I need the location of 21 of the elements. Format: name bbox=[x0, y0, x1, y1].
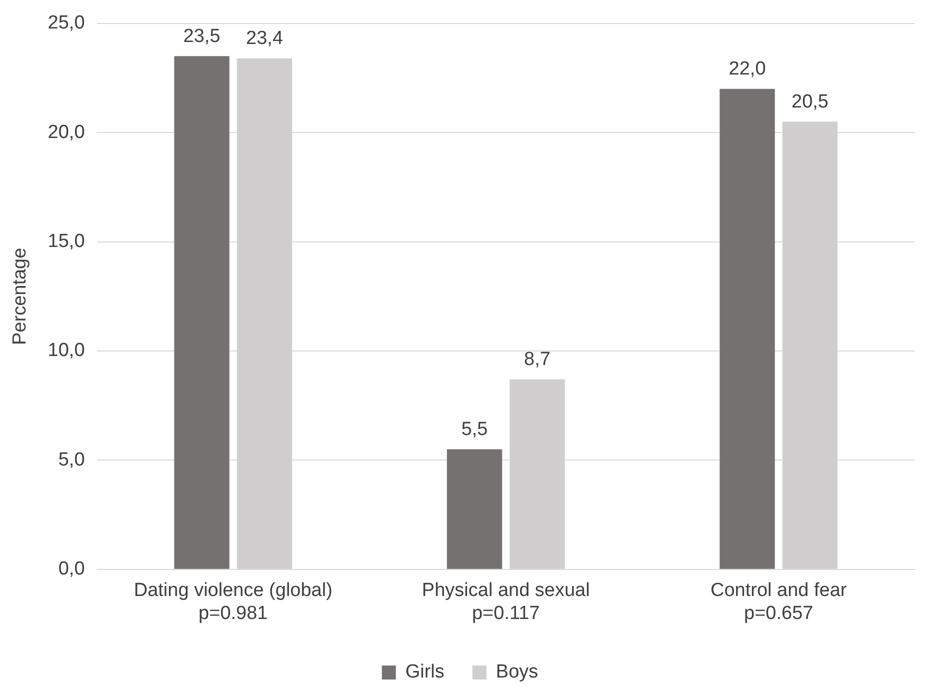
y-tick-label: 20,0 bbox=[48, 122, 85, 143]
y-axis-title: Percentage bbox=[10, 248, 31, 345]
bar bbox=[174, 56, 230, 569]
legend-label: Boys bbox=[496, 662, 538, 683]
y-tick-label: 25,0 bbox=[48, 12, 85, 34]
x-tick-label: Physical and sexual p=0.117 bbox=[422, 580, 590, 624]
bar bbox=[446, 449, 502, 569]
x-tick-label: Dating violence (global) p=0.981 bbox=[134, 580, 332, 624]
data-label: 23,5 bbox=[183, 26, 220, 47]
bar bbox=[720, 88, 775, 569]
legend-label: Girls bbox=[405, 662, 444, 683]
data-label: 20,5 bbox=[792, 91, 828, 112]
x-tick-label: Control and fear p=0.657 bbox=[710, 580, 848, 624]
data-label: 5,5 bbox=[461, 419, 488, 440]
y-tick-label: 10,0 bbox=[48, 340, 85, 362]
y-tick-label: 0,0 bbox=[58, 558, 85, 580]
y-tick-label: 15,0 bbox=[48, 231, 85, 252]
data-label: 8,7 bbox=[524, 349, 550, 370]
y-tick-label: 5,0 bbox=[58, 449, 85, 470]
data-label: 23,4 bbox=[246, 28, 284, 50]
data-label: 22,0 bbox=[728, 58, 766, 80]
